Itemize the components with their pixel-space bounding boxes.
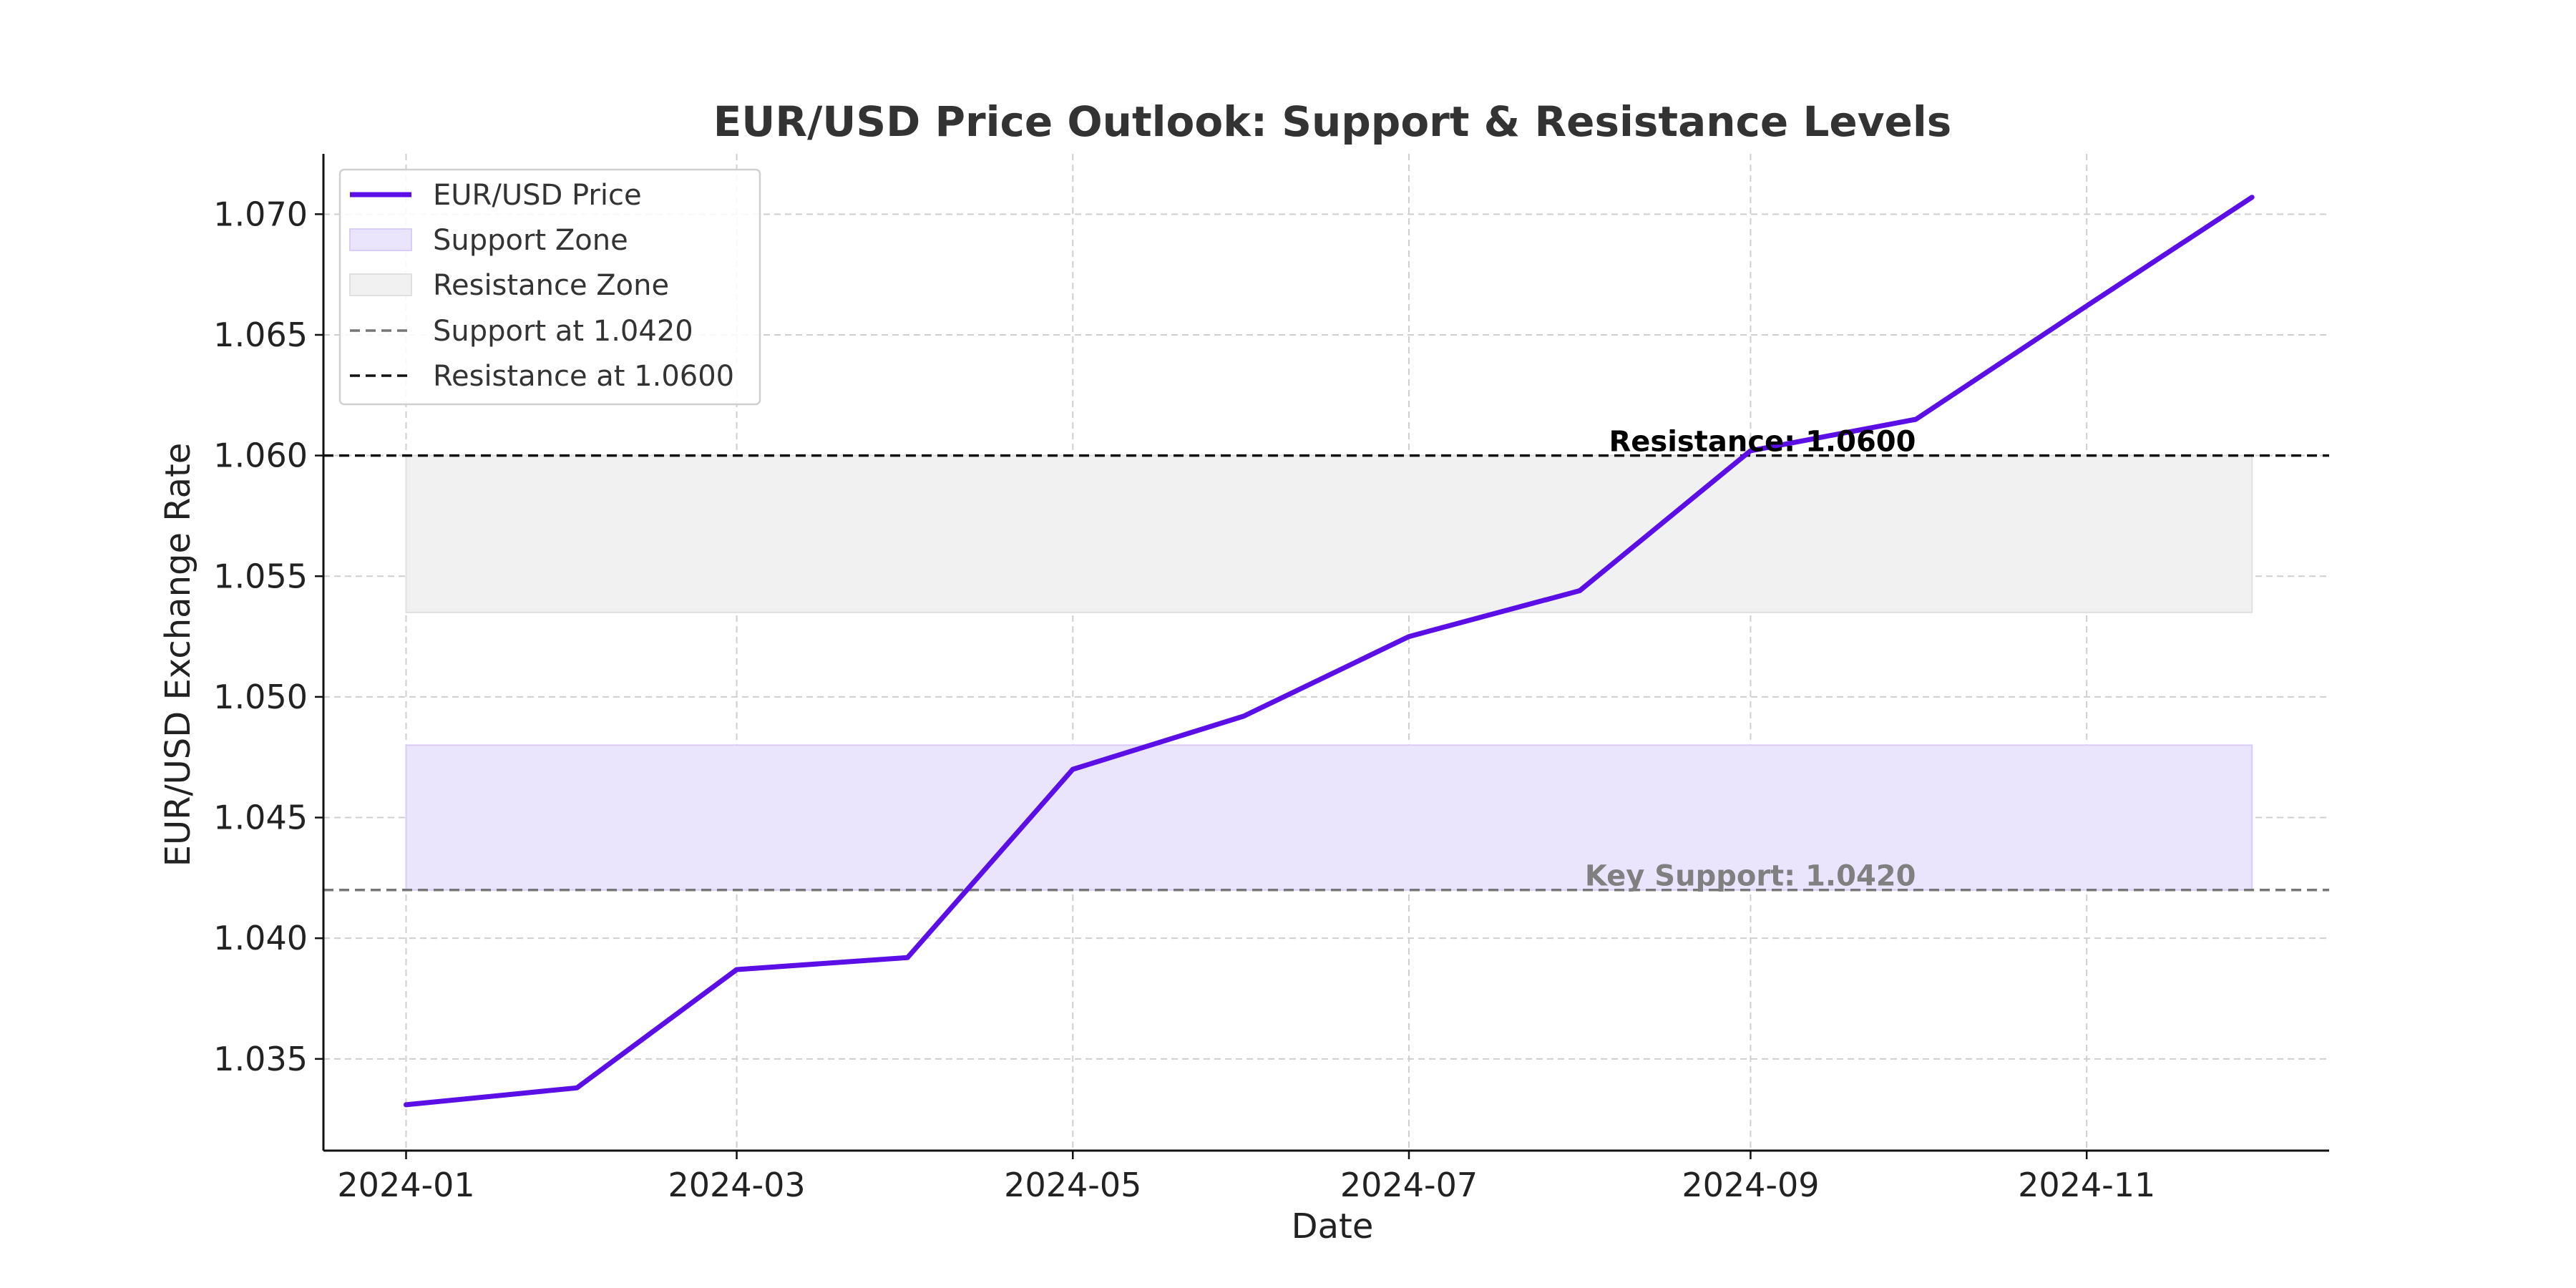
x-tick-label: 2024-03	[668, 1166, 805, 1204]
legend-label: Support at 1.0420	[433, 315, 693, 348]
y-axis-label: EUR/USD Exchange Rate	[158, 443, 198, 867]
y-tick-label: 1.035	[213, 1040, 308, 1078]
legend-swatch-zone	[349, 273, 412, 296]
legend-swatch-zone	[349, 228, 412, 251]
legend: EUR/USD Price Support Zone Resistance Zone…	[338, 168, 761, 406]
series-line-eurusd-price	[404, 195, 2255, 1108]
legend-label: Resistance Zone	[433, 269, 669, 302]
y-tick-label: 1.040	[213, 919, 308, 957]
legend-label: EUR/USD Price	[433, 179, 642, 212]
legend-label: Support Zone	[433, 224, 628, 257]
resistance-annotation: Resistance: 1.0600	[1609, 426, 1916, 459]
legend-box	[338, 168, 761, 406]
x-axis-label: Date	[1292, 1206, 1374, 1246]
x-tick-label: 2024-09	[1682, 1166, 1819, 1204]
y-tick-label: 1.050	[213, 678, 308, 716]
y-tick-label: 1.055	[213, 557, 308, 595]
legend-label: Resistance at 1.0600	[433, 360, 734, 393]
resistance-zone-band	[405, 454, 2253, 613]
x-tick-label: 2024-07	[1340, 1166, 1478, 1204]
y-tick-label: 1.060	[213, 436, 308, 475]
y-tick-label: 1.070	[213, 195, 308, 233]
chart-title: EUR/USD Price Outlook: Support & Resista…	[713, 97, 1952, 146]
y-tick-label: 1.065	[213, 316, 308, 354]
support-zone-band	[405, 744, 2253, 891]
y-tick-label: 1.045	[213, 799, 308, 837]
support-annotation: Key Support: 1.0420	[1585, 860, 1916, 893]
x-tick-label: 2024-05	[1004, 1166, 1141, 1204]
x-tick-label: 2024-01	[337, 1166, 474, 1204]
x-tick-label: 2024-11	[2018, 1166, 2155, 1204]
